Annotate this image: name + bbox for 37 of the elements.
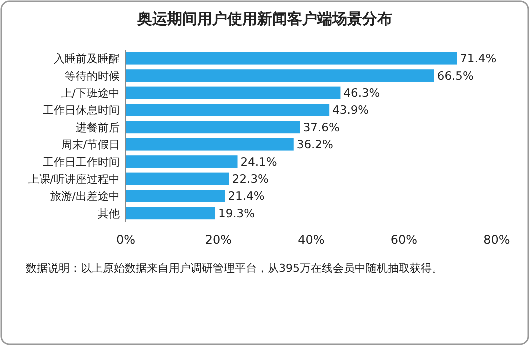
y-tick-label: 其他 <box>98 207 120 220</box>
y-tick-label: 周末/节假日 <box>61 138 120 152</box>
bar <box>126 70 434 82</box>
bar <box>126 156 238 168</box>
data-label: 46.3% <box>344 86 380 100</box>
y-tick-label: 进餐前后 <box>76 121 120 134</box>
y-tick-label: 入睡前及睡醒 <box>54 52 120 66</box>
x-tick-label: 0% <box>116 233 136 247</box>
text: 数据说明：以上原始数据来自用户调研管理平台，从395万在线会员中随机抽取获得。 <box>26 261 444 277</box>
data-label: 43.9% <box>332 103 370 118</box>
x-tick-label: 20% <box>205 233 232 247</box>
data-label: 71.4% <box>460 52 497 66</box>
data-label: 24.1% <box>240 154 278 169</box>
x-tick-label: 60% <box>390 233 418 247</box>
bar <box>126 104 330 116</box>
y-tick-label: 工作日工作时间 <box>43 156 120 169</box>
y-tick-label: 旅游/出差途中 <box>50 190 120 204</box>
bar <box>126 190 226 202</box>
x-tick-label: 80% <box>484 233 510 247</box>
data-label: 66.5% <box>437 68 474 83</box>
y-tick-label: 上课/听讲座过程中 <box>28 173 120 186</box>
data-label: 37.6% <box>303 120 340 134</box>
bar <box>126 86 341 100</box>
bar <box>126 138 294 151</box>
bar <box>126 121 300 134</box>
data-label: 22.3% <box>232 172 270 186</box>
y-tick-label: 上/下班途中 <box>61 87 120 100</box>
x-tick-label: 40% <box>298 233 325 247</box>
bar <box>126 52 458 65</box>
chart-title: 奥运期间用户使用新闻客户端场景分布 <box>136 10 392 28</box>
bar <box>126 207 216 220</box>
data-label: 36.2% <box>296 138 334 152</box>
y-tick-label: 等待的时候 <box>65 70 120 83</box>
bar <box>126 172 230 186</box>
data-label: 19.3% <box>218 206 256 220</box>
y-tick-label: 工作日休息时间 <box>43 104 120 118</box>
data-label: 21.4% <box>228 189 265 204</box>
